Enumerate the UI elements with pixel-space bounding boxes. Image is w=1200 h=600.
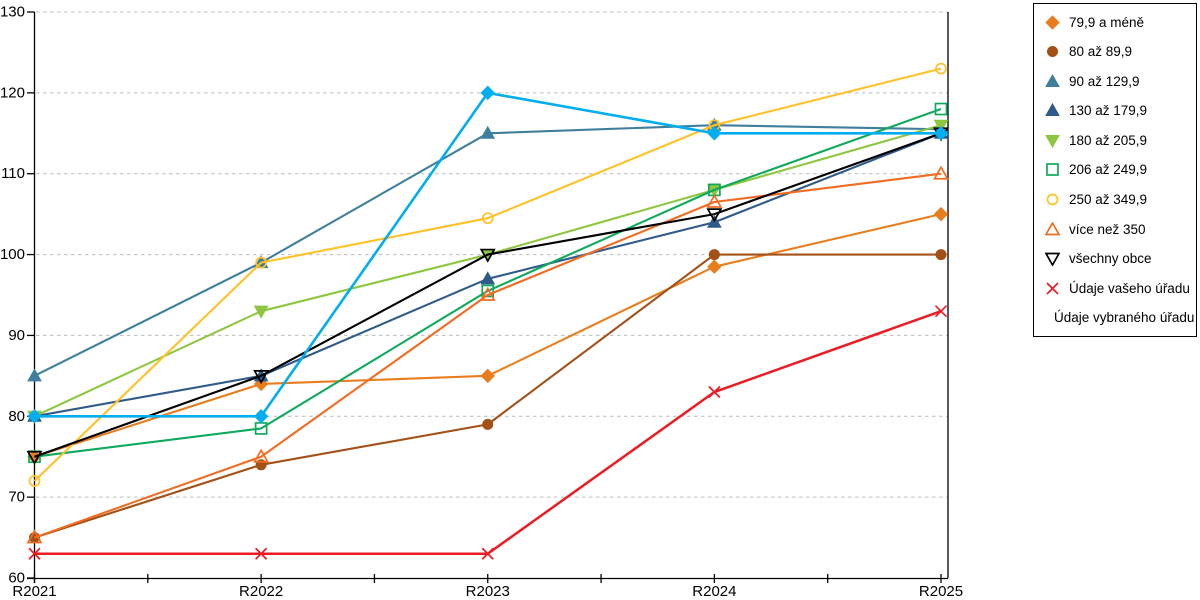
series-line-9 xyxy=(34,309,942,555)
marker-square xyxy=(934,102,948,116)
legend-diamond-icon xyxy=(1045,14,1060,30)
marker-triangle-up xyxy=(706,193,723,208)
series-line-5 xyxy=(34,108,942,458)
marker-triangle-up xyxy=(933,165,949,180)
marker-x xyxy=(28,547,41,560)
legend-item-6: 250 až 349,9 xyxy=(1045,186,1192,213)
marker-diamond xyxy=(707,126,722,141)
legend-triangle-up-icon xyxy=(1045,103,1060,117)
y-tick-label: 80 xyxy=(8,408,25,425)
legend-label: 206 až 249,9 xyxy=(1069,162,1148,178)
legend-circle-icon xyxy=(1046,193,1059,206)
marker-triangle-down xyxy=(26,450,43,465)
marker-triangle-down xyxy=(1045,134,1060,148)
legend-triangle-up-icon xyxy=(1045,73,1060,87)
legend-item-10: Údaje vybraného úřadu xyxy=(1045,304,1195,331)
legend-x-icon xyxy=(1046,282,1059,295)
y-tick-label: 120 xyxy=(0,84,25,101)
marker-diamond xyxy=(933,206,949,222)
marker-triangle-down xyxy=(479,248,496,263)
marker-x xyxy=(1046,282,1059,295)
marker-triangle-down xyxy=(253,305,269,319)
y-tick-label: 70 xyxy=(8,489,25,506)
legend-label: všechny obce xyxy=(1069,251,1152,267)
legend-square-icon xyxy=(1046,163,1059,177)
marker-x xyxy=(481,547,494,560)
marker-diamond xyxy=(480,85,495,101)
marker-triangle-up xyxy=(1045,103,1060,117)
marker-diamond xyxy=(933,126,949,141)
y-tick-label: 100 xyxy=(0,246,25,263)
legend-label: 90 až 129,9 xyxy=(1069,73,1140,89)
legend-label: 180 až 205,9 xyxy=(1069,132,1148,148)
marker-circle xyxy=(481,212,494,225)
marker-diamond xyxy=(480,368,495,384)
legend: 79,9 a méně 80 až 89,9 90 až 129,9 130 až 1… xyxy=(1033,3,1197,337)
marker-triangle-up xyxy=(253,448,270,463)
legend-item-2: 90 až 129,9 xyxy=(1045,68,1192,95)
marker-diamond xyxy=(707,259,722,274)
legend-label: 79,9 a méně xyxy=(1069,14,1145,30)
legend-item-1: 80 až 89,9 xyxy=(1045,38,1192,65)
marker-triangle-up xyxy=(26,529,43,544)
legend-item-8: všechny obce xyxy=(1045,245,1192,272)
marker-diamond xyxy=(27,409,42,424)
marker-triangle-down xyxy=(1045,252,1060,267)
marker-triangle-up xyxy=(479,286,496,301)
legend-label: více než 350 xyxy=(1069,221,1146,237)
legend-item-5: 206 až 249,9 xyxy=(1045,156,1192,183)
marker-circle xyxy=(255,256,267,269)
marker-triangle-down xyxy=(253,370,270,385)
marker-triangle-up xyxy=(480,271,496,285)
legend-label: Údaje vašeho úřadu xyxy=(1069,280,1190,296)
legend-triangle-down-icon xyxy=(1045,134,1060,148)
legend-label: 250 až 349,9 xyxy=(1069,192,1148,208)
marker-triangle-up xyxy=(27,368,42,382)
marker-circle xyxy=(935,249,947,261)
marker-triangle-down xyxy=(706,208,723,223)
legend-item-0: 79,9 a méně xyxy=(1045,9,1192,36)
x-tick-label: R2024 xyxy=(692,583,736,600)
marker-circle xyxy=(1047,46,1058,58)
x-tick-label: R2021 xyxy=(12,583,56,600)
marker-triangle-down xyxy=(933,119,949,133)
marker-circle xyxy=(708,249,720,261)
series-line-7 xyxy=(34,172,942,539)
legend-label: 80 až 89,9 xyxy=(1069,44,1133,60)
legend-circle-icon xyxy=(1047,46,1058,58)
marker-circle xyxy=(1046,193,1059,206)
marker-triangle-up xyxy=(1045,221,1060,235)
marker-diamond xyxy=(1045,14,1060,30)
x-tick-label: R2025 xyxy=(919,583,963,600)
legend-item-9: Údaje vašeho úřadu xyxy=(1045,275,1192,302)
legend-triangle-up-icon xyxy=(1045,221,1060,235)
legend-item-4: 180 až 205,9 xyxy=(1045,127,1192,154)
marker-x xyxy=(934,305,948,318)
x-tick-label: R2023 xyxy=(466,583,510,600)
y-tick-label: 130 xyxy=(0,4,25,21)
marker-square xyxy=(1046,163,1059,177)
marker-circle xyxy=(935,62,947,75)
marker-diamond xyxy=(253,409,269,424)
series-line-6 xyxy=(33,67,942,482)
marker-circle xyxy=(28,475,41,487)
marker-x xyxy=(708,385,721,399)
marker-triangle-up xyxy=(480,125,496,139)
y-tick-label: 60 xyxy=(8,570,25,587)
legend-item-7: více než 350 xyxy=(1045,216,1192,243)
marker-square xyxy=(481,284,495,298)
marker-triangle-up xyxy=(1045,73,1060,87)
y-tick-label: 90 xyxy=(8,327,25,344)
marker-x xyxy=(255,547,268,560)
y-tick-label: 110 xyxy=(1,165,25,182)
legend-triangle-down-icon xyxy=(1045,252,1060,267)
x-tick-label: R2022 xyxy=(239,583,283,600)
series-line-8 xyxy=(34,132,942,458)
legend-item-3: 130 až 179,9 xyxy=(1045,97,1192,124)
legend-label: Údaje vybraného úřadu xyxy=(1054,310,1195,326)
legend-label: 130 až 179,9 xyxy=(1069,103,1148,119)
marker-circle xyxy=(482,418,494,430)
